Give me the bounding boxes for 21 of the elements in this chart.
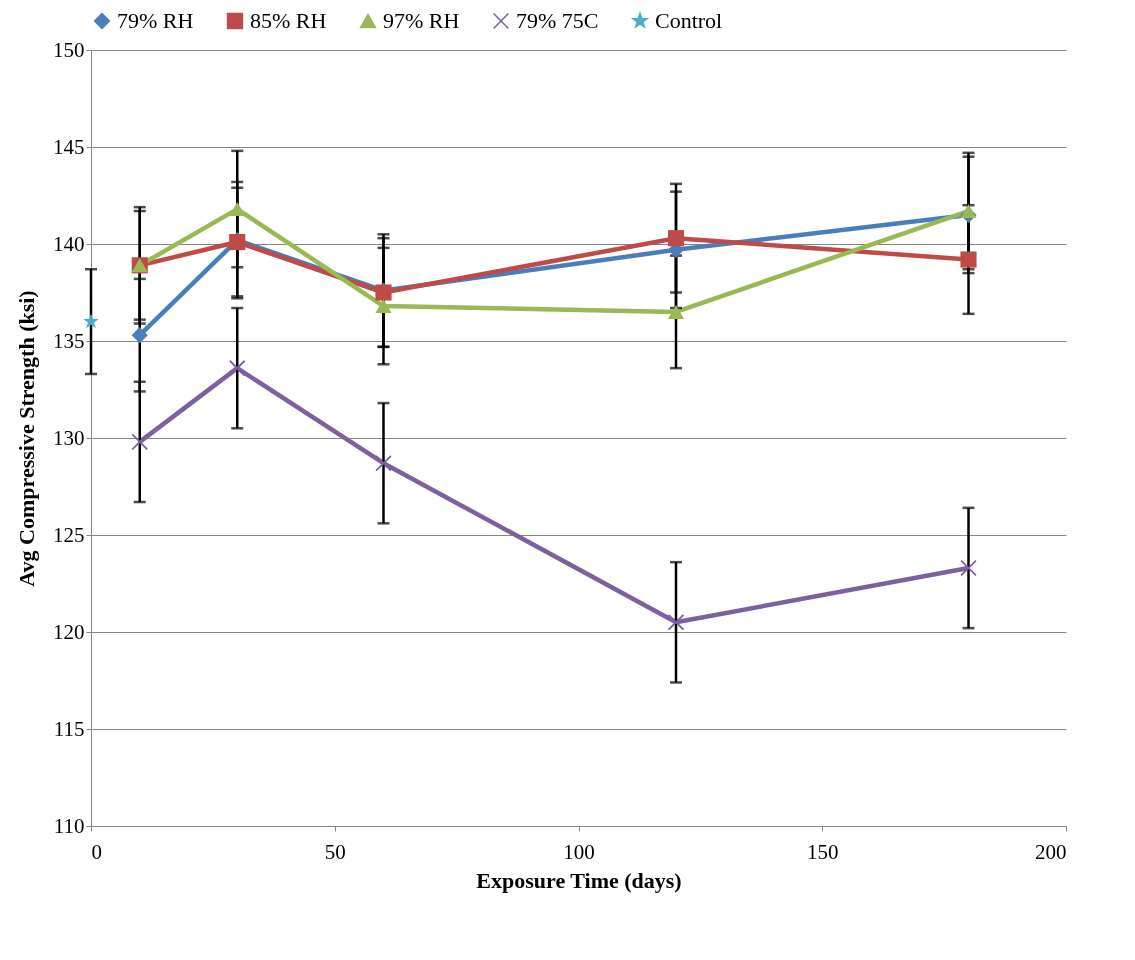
legend-label: 79% RH	[117, 8, 194, 33]
y-tick-label: 110	[53, 813, 85, 838]
y-tick-label: 125	[53, 522, 85, 547]
y-tick-label: 140	[53, 231, 85, 256]
x-tick-label: 150	[807, 839, 839, 864]
y-tick-label: 130	[53, 425, 85, 450]
x-tick-label: 0	[91, 839, 102, 864]
x-tick-label: 50	[324, 839, 346, 864]
x-tick-label: 100	[563, 839, 595, 864]
x-axis-title: Exposure Time (days)	[476, 867, 682, 893]
legend-label: 85% RH	[250, 8, 327, 33]
y-tick-label: 145	[53, 134, 85, 159]
y-tick-label: 135	[53, 328, 85, 353]
x-tick-label: 200	[1035, 839, 1067, 864]
legend-label: Control	[655, 8, 723, 33]
y-tick-label: 115	[53, 716, 85, 741]
y-tick-label: 150	[53, 37, 85, 62]
legend-label: 97% RH	[383, 8, 460, 33]
y-tick-label: 120	[53, 619, 85, 644]
y-axis-title: Avg Compressive Strength (ksi)	[14, 290, 39, 587]
legend-label: 79% 75C	[516, 8, 599, 33]
